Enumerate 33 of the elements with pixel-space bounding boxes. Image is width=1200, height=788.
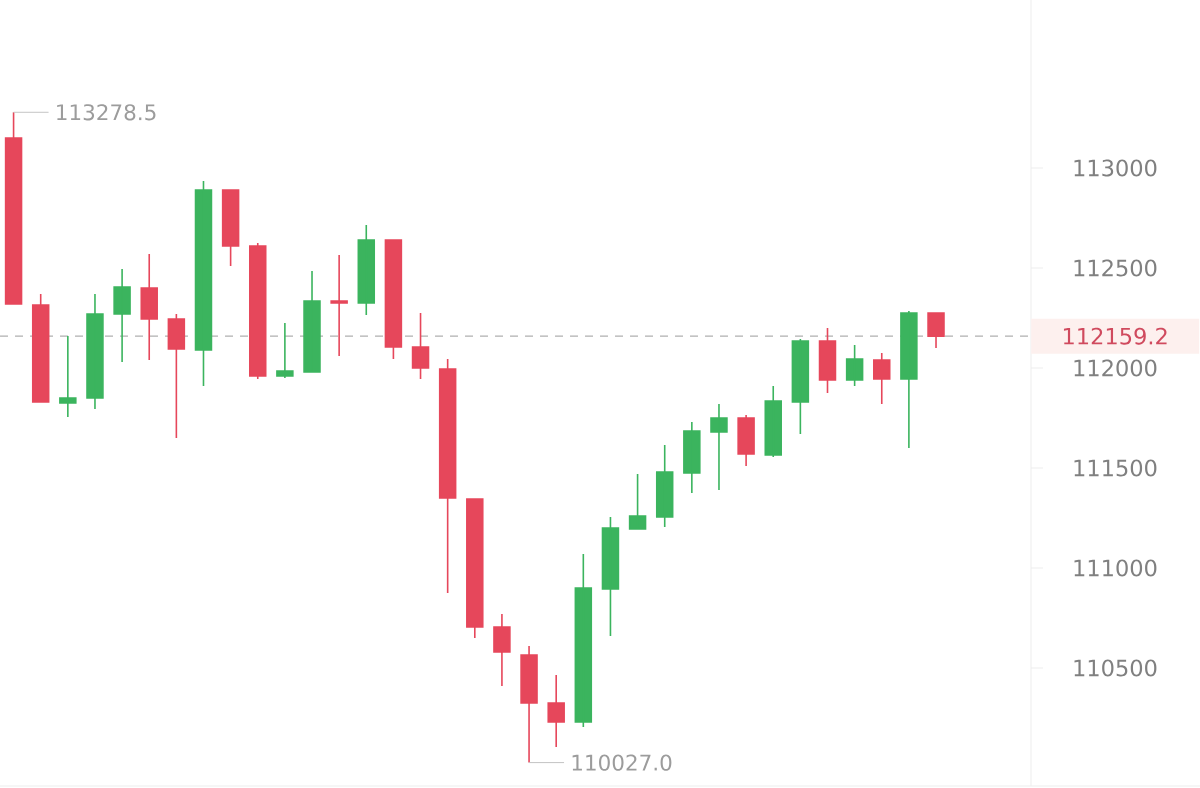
- candlestick: [520, 645, 538, 764]
- candlestick: [466, 498, 484, 639]
- y-tick-label: 112000: [1074, 359, 1157, 377]
- candlestick: [873, 352, 891, 405]
- candlestick: [737, 414, 755, 467]
- candlestick: [167, 313, 186, 439]
- candlestick: [59, 335, 77, 418]
- ref-line-label: 112159.2: [1063, 327, 1167, 345]
- y-tick-label: 112500: [1074, 259, 1157, 277]
- candlestick: [221, 189, 240, 267]
- candlestick: [710, 403, 728, 491]
- y-tick-label: 110500: [1074, 659, 1157, 677]
- candlestick: [31, 293, 50, 403]
- candlestick: [140, 253, 158, 361]
- candlestick: [493, 613, 511, 687]
- candlestick: [411, 312, 430, 380]
- annotation: 110027.0: [572, 754, 672, 771]
- candlestick: [547, 674, 565, 748]
- candlestick: [330, 254, 348, 357]
- candlestick: [249, 242, 267, 380]
- candlestick: [276, 322, 294, 379]
- candlestick: [384, 239, 403, 360]
- candlestick: [113, 268, 131, 363]
- annotation: 113278.5: [57, 104, 156, 121]
- y-tick-label: 111500: [1074, 459, 1157, 477]
- candlestick: [438, 358, 457, 594]
- candlestick: [927, 312, 945, 349]
- candlestick: [4, 111, 23, 305]
- y-tick-label: 113000: [1074, 159, 1157, 177]
- candlestick: [818, 327, 837, 394]
- candlestick: [683, 421, 701, 494]
- candlestick: [900, 310, 918, 449]
- y-tick-label: 111000: [1074, 559, 1157, 577]
